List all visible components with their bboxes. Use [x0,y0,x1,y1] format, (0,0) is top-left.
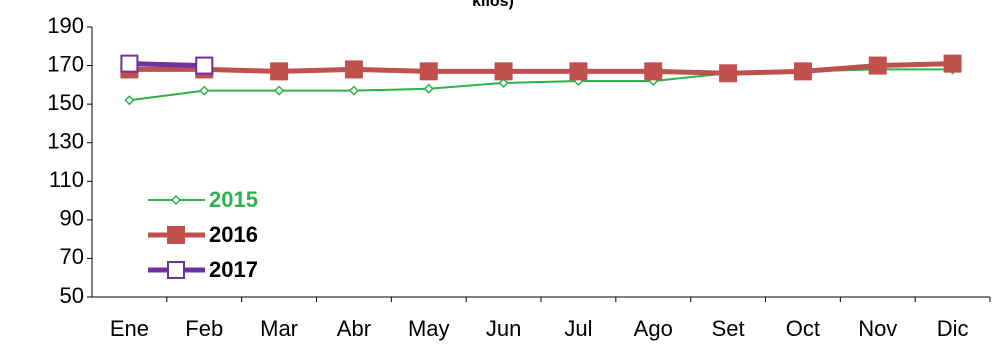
legend-marker [170,194,182,206]
series-line [129,68,953,102]
marker [719,64,738,83]
y-tick-label: 150 [47,90,84,115]
marker [344,60,363,79]
y-tick-label: 170 [47,51,84,76]
x-tick-label: Nov [858,316,897,341]
legend-label: 2017 [209,257,258,282]
y-tick-label: 110 [49,167,84,192]
marker [868,56,887,75]
x-tick-label: May [408,316,450,341]
marker [120,54,139,73]
marker [274,85,285,96]
series-line [129,61,205,69]
marker [419,62,438,81]
x-tick-label: Abr [337,316,371,341]
y-tick-label: 90 [60,206,84,231]
y-tick-label: 50 [60,283,84,308]
chart-title: kilos) [472,0,514,10]
marker [943,54,962,73]
marker [195,56,214,75]
x-tick-label: Set [712,316,745,341]
marker [199,85,210,96]
marker [494,62,513,81]
marker [644,62,663,81]
legend-marker [167,261,185,279]
marker [270,62,289,81]
x-tick-label: Dic [937,316,969,341]
x-tick-label: Ago [634,316,673,341]
marker [348,85,359,96]
marker [569,62,588,81]
x-tick-label: Feb [185,316,223,341]
x-tick-label: Oct [786,316,820,341]
marker [498,77,509,88]
marker [124,95,135,106]
y-tick-label: 130 [47,129,84,154]
x-tick-label: Jun [486,316,521,341]
x-tick-label: Jul [564,316,592,341]
legend-label: 2016 [209,222,258,247]
marker [423,83,434,94]
x-tick-label: Ene [110,316,149,341]
series-line [129,61,953,76]
y-tick-label: 70 [60,244,84,269]
legend-marker [167,226,185,244]
legend-label: 2015 [209,187,258,212]
y-tick-label: 190 [47,13,84,38]
x-tick-label: Mar [260,316,298,341]
marker [793,62,812,81]
